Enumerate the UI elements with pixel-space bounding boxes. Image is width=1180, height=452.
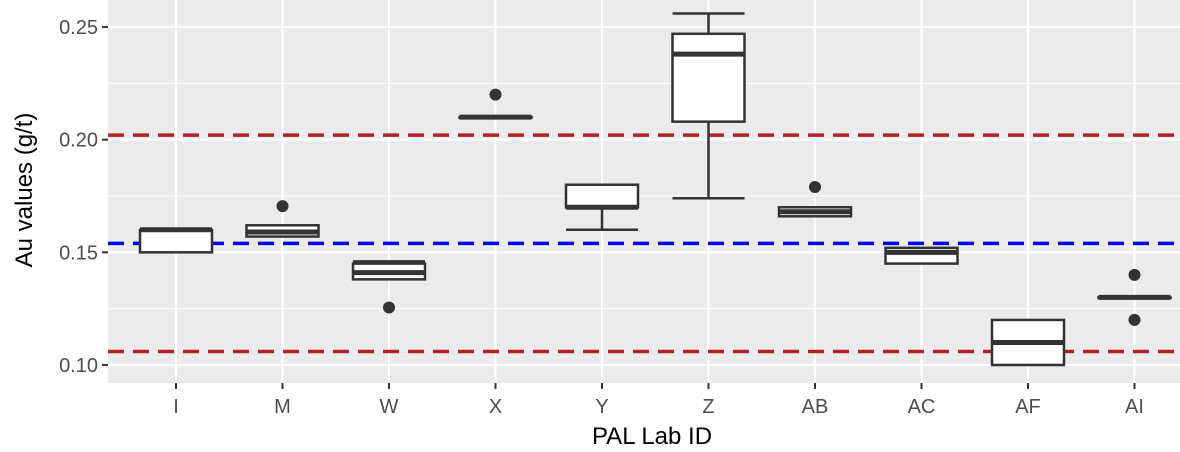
reference-lines [108,133,1180,354]
y-tick-label: 0.15 [59,242,98,264]
box-body [138,228,214,254]
x-axis: I M W X Y Z AB AC AF AI [173,383,1144,418]
box-body [671,32,746,123]
x-tick-label: I [173,396,179,418]
y-axis: 0.10 0.15 0.20 0.25 [59,17,108,377]
box-body [564,183,640,209]
x-tick-label: Y [595,396,608,418]
grid-lines [108,0,1180,383]
box-AB [777,180,853,218]
box-Y [564,183,640,232]
x-tick-label: AF [1015,396,1041,418]
x-tick-label: M [274,396,291,418]
x-tick-label: AB [802,396,829,418]
outlier-point [383,301,395,314]
x-tick-label: W [380,396,399,418]
y-tick-label: 0.25 [59,17,98,39]
outlier-point [809,180,821,193]
outlier-point [276,200,289,213]
box-W [351,260,427,314]
x-tick-label: Z [702,396,714,418]
y-tick-label: 0.20 [59,130,98,152]
x-tick-label: AC [908,396,936,418]
box-AC [884,246,959,265]
y-tick-label: 0.10 [59,355,98,377]
x-tick-label: AI [1125,396,1144,418]
outlier-point [489,88,502,101]
box-M [245,200,320,238]
boxes [138,12,1172,367]
box-X [458,88,533,120]
x-tick-label: X [489,396,502,418]
box-I [138,227,214,254]
x-axis-title: PAL Lab ID [592,423,712,450]
box-AF [990,318,1066,367]
outlier-point [1128,268,1141,281]
box-Z [671,12,746,200]
box-AI [1097,268,1172,326]
y-axis-title: Au values (g/t) [11,113,38,268]
outlier-point [1128,313,1141,326]
